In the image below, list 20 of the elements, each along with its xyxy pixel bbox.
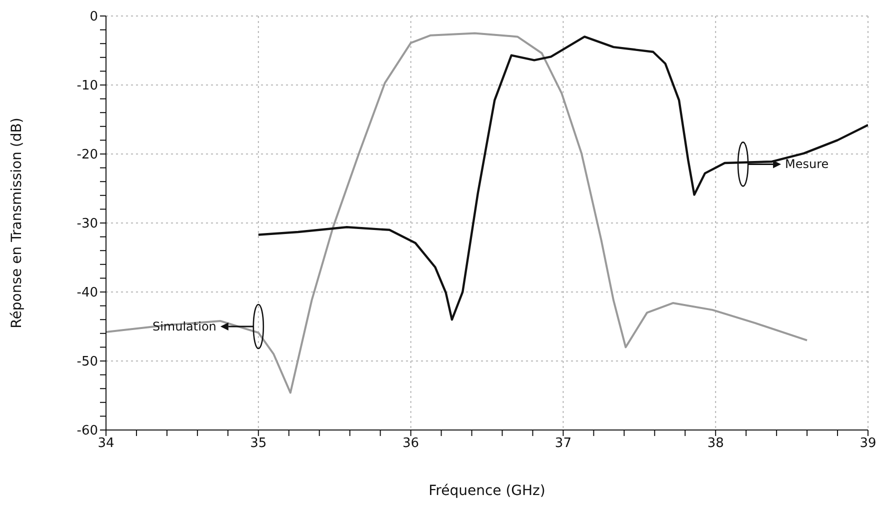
y-tick-label: -50 [76,354,98,370]
y-tick-label: 0 [90,10,98,25]
x-tick-label: 34 [98,436,114,452]
y-tick-label: -10 [76,78,98,94]
x-tick-label: 39 [860,436,876,452]
y-tick-label: -60 [76,424,98,439]
y-tick-label: -20 [76,148,98,163]
y-tick-label: -40 [76,286,98,301]
y-tick-label: -30 [76,216,98,232]
annotation: Simulation [152,320,216,334]
x-axis-title: Fréquence (GHz) [428,483,546,499]
annotation: Mesure [785,157,829,172]
x-tick-label: 37 [554,436,572,452]
x-tick-label: 36 [402,436,420,452]
x-tick-label: 35 [250,436,267,452]
line-series [257,36,868,321]
y-axis-title: Réponse en Transmission (dB) [8,118,25,328]
callout-arrow-left: Simulation [152,304,264,350]
x-tick-label: 38 [707,436,724,452]
callout-arrow-right: Mesure [737,142,829,187]
